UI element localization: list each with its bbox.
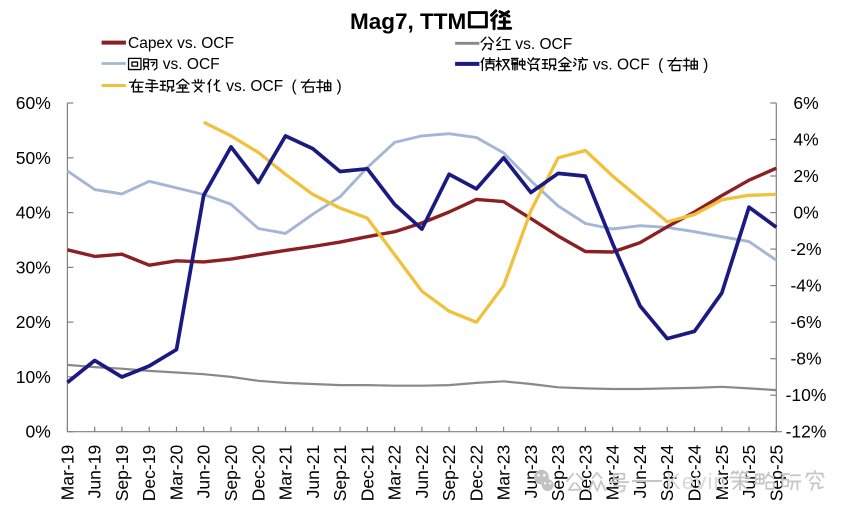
- svg-text:2%: 2%: [793, 166, 818, 186]
- svg-text:Kevin: Kevin: [666, 469, 727, 494]
- svg-text:vs. OCF: vs. OCF: [515, 36, 572, 53]
- svg-text:Sep-25: Sep-25: [766, 445, 786, 501]
- svg-text:Jun-21: Jun-21: [303, 445, 323, 499]
- svg-text:Dec-19: Dec-19: [139, 445, 159, 501]
- svg-text:60%: 60%: [16, 93, 51, 113]
- svg-text:): ): [703, 56, 708, 73]
- svg-text:0%: 0%: [26, 422, 51, 442]
- svg-text:Mar-21: Mar-21: [276, 445, 296, 500]
- svg-text:Sep-22: Sep-22: [439, 445, 459, 501]
- svg-text:Jun-25: Jun-25: [739, 445, 759, 499]
- svg-text:-2%: -2%: [790, 239, 821, 259]
- svg-text:30%: 30%: [16, 257, 51, 277]
- svg-text:Dec-22: Dec-22: [466, 445, 486, 501]
- svg-text:Mar-22: Mar-22: [385, 445, 405, 500]
- svg-text:20%: 20%: [16, 312, 51, 332]
- svg-text:(: (: [292, 78, 298, 95]
- svg-text:Jun-19: Jun-19: [85, 445, 105, 499]
- svg-text:Dec-20: Dec-20: [248, 445, 268, 502]
- svg-text:Dec-21: Dec-21: [357, 445, 377, 501]
- svg-text:-4%: -4%: [790, 276, 821, 296]
- svg-text:Jun-24: Jun-24: [630, 445, 650, 499]
- svg-text:Mar-25: Mar-25: [712, 445, 732, 500]
- svg-text:50%: 50%: [16, 148, 51, 168]
- svg-text:Jun-20: Jun-20: [194, 445, 214, 499]
- svg-text:-6%: -6%: [790, 312, 821, 332]
- svg-text:Mar-20: Mar-20: [167, 445, 187, 501]
- svg-text:vs. OCF: vs. OCF: [226, 78, 283, 95]
- svg-text:vs. OCF: vs. OCF: [163, 56, 220, 73]
- svg-text:Mar-23: Mar-23: [494, 445, 514, 500]
- svg-text:0%: 0%: [793, 203, 818, 223]
- svg-text:Mar-19: Mar-19: [57, 445, 77, 500]
- svg-text:Mag7, TTM: Mag7, TTM: [350, 9, 466, 34]
- svg-text:-10%: -10%: [786, 385, 827, 405]
- svg-text:vs. OCF: vs. OCF: [593, 56, 650, 73]
- svg-text:40%: 40%: [16, 203, 51, 223]
- svg-text:4%: 4%: [793, 130, 818, 150]
- svg-text:Dec-23: Dec-23: [575, 445, 595, 501]
- svg-text:6%: 6%: [793, 93, 818, 113]
- svg-text:Sep-23: Sep-23: [548, 445, 568, 501]
- svg-text:10%: 10%: [16, 367, 51, 387]
- svg-text:Jun-23: Jun-23: [521, 445, 541, 499]
- svg-text:): ): [337, 78, 342, 95]
- svg-text:-12%: -12%: [786, 422, 827, 442]
- svg-text:-8%: -8%: [790, 349, 821, 369]
- svg-text:Sep-19: Sep-19: [112, 445, 132, 501]
- svg-text:Sep-20: Sep-20: [221, 445, 241, 502]
- svg-text:Dec-24: Dec-24: [685, 445, 705, 502]
- svg-text:Jun-22: Jun-22: [412, 445, 432, 499]
- svg-text:Sep-21: Sep-21: [330, 445, 350, 501]
- svg-text:(: (: [658, 56, 664, 73]
- svg-text:Capex vs. OCF: Capex vs. OCF: [128, 35, 234, 52]
- svg-text:Sep-24: Sep-24: [657, 445, 677, 502]
